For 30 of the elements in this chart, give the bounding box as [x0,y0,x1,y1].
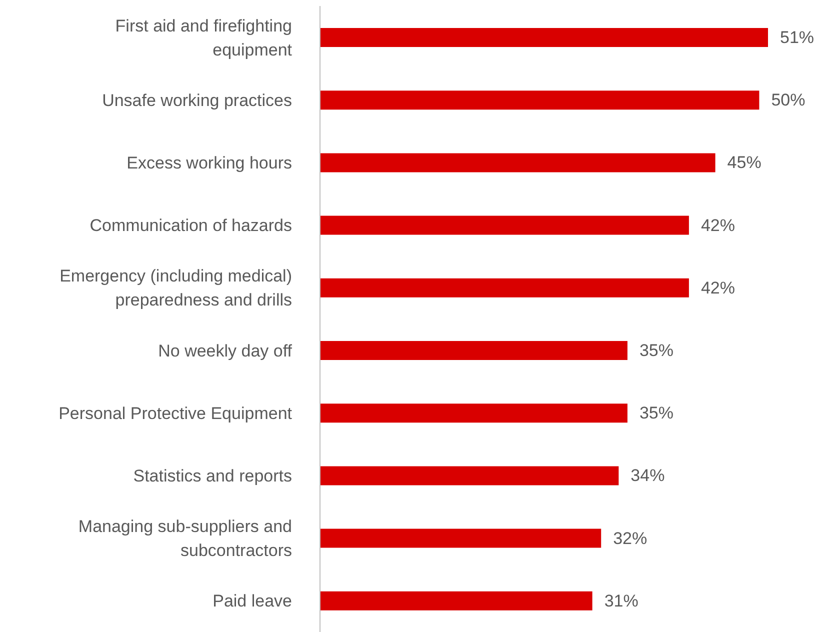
y-tick-label: Managing sub-suppliers and subcontractors [78,516,292,560]
data-label: 42% [700,278,735,298]
data-label: 42% [700,216,735,235]
y-tick-label: Paid leave [212,591,292,610]
bar [320,90,760,110]
y-tick-label: Communication of hazards [90,216,292,235]
bar [320,466,619,486]
bar [320,278,689,298]
bar [320,404,628,423]
y-tick-label: Emergency (including medical) preparedness and drills [60,266,292,310]
data-label: 45% [727,153,762,172]
data-label: 31% [604,591,638,610]
bar [320,153,716,172]
y-tick-label: First aid and firefighting equipment [115,16,292,59]
bar [320,216,689,235]
y-tick-label: Statistics and reports [133,466,292,485]
data-label: 51% [780,28,814,47]
data-label: 50% [771,90,806,110]
y-tick-label: Unsafe working practices [102,90,292,110]
y-tick-label: Excess working hours [126,153,292,172]
data-label: 35% [639,404,674,423]
y-tick-label: Personal Protective Equipment [58,403,292,422]
bar [320,341,628,360]
bar [320,528,602,548]
bar [320,591,592,610]
data-label: 32% [613,528,648,548]
data-label: 35% [639,341,674,360]
data-label: 34% [630,466,665,486]
bar [320,28,768,47]
y-tick-label: No weekly day off [158,340,292,360]
